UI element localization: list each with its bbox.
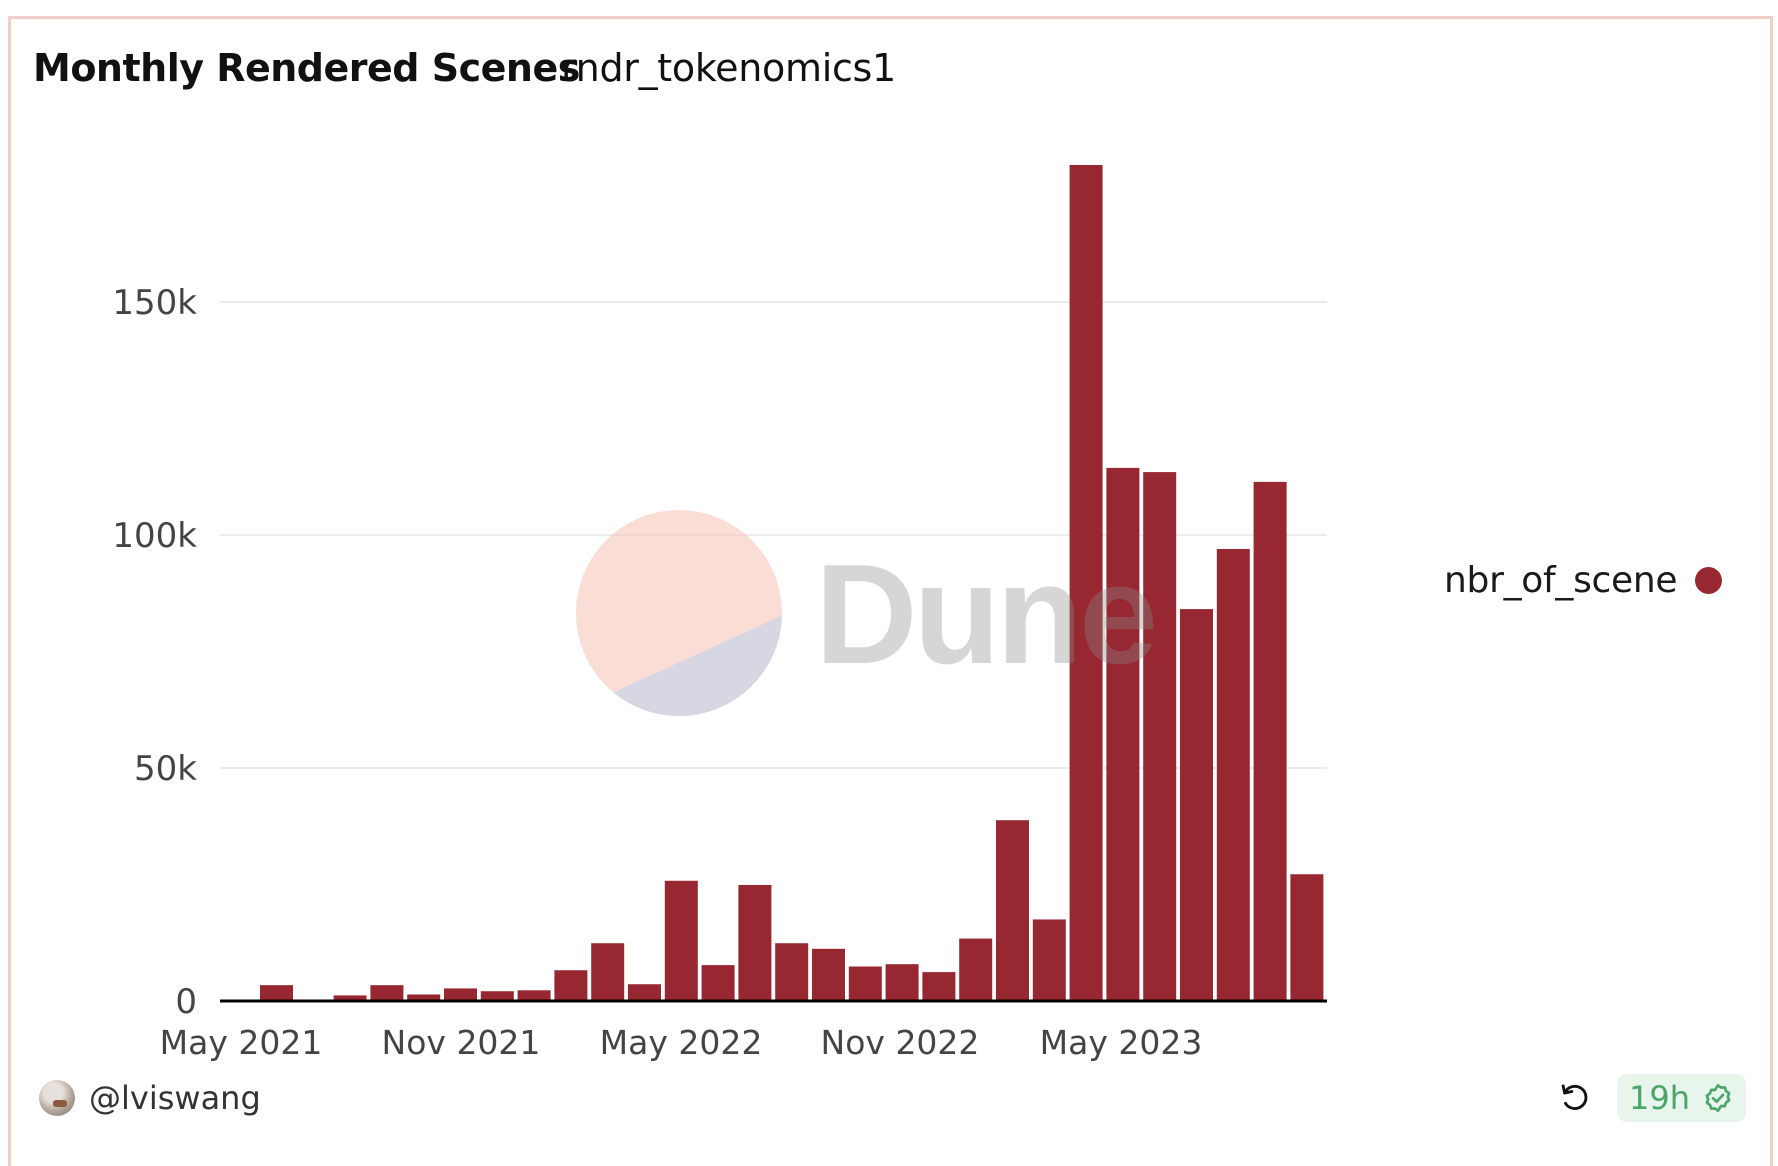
y-tick-label: 150k bbox=[112, 283, 197, 323]
refresh-button[interactable] bbox=[1556, 1078, 1594, 1116]
bar[interactable]: Jul 2023: 84100 bbox=[1180, 609, 1213, 1001]
y-tick-label: 50k bbox=[134, 749, 197, 789]
y-axis-labels: 0 50k 100k 150k bbox=[112, 283, 197, 1022]
bar[interactable]: Dec 2022: 6200 bbox=[922, 972, 956, 1001]
bar[interactable]: May 2022: 25800 bbox=[664, 880, 698, 1001]
bar[interactable]: Feb 2022: 6600 bbox=[554, 970, 588, 1001]
avatar bbox=[39, 1080, 75, 1116]
bar[interactable]: Nov 2021: 2700 bbox=[444, 988, 477, 1001]
bar[interactable]: Sep 2022: 11200 bbox=[812, 948, 845, 1001]
bar[interactable]: Mar 2022: 12400 bbox=[591, 943, 625, 1001]
bar[interactable]: Oct 2021: 1400 bbox=[407, 994, 441, 1001]
query-name[interactable]: rndr_tokenomics1 bbox=[561, 46, 896, 90]
x-tick-label: May 2023 bbox=[1040, 1023, 1203, 1062]
x-tick-label: May 2022 bbox=[600, 1023, 763, 1062]
bar[interactable]: Apr 2022: 3600 bbox=[628, 984, 661, 1001]
bar[interactable]: Jun 2021: 3400 bbox=[260, 985, 293, 1001]
bar[interactable]: Jun 2022: 7700 bbox=[701, 965, 735, 1001]
chart-legend[interactable]: nbr_of_scene bbox=[1444, 560, 1723, 601]
bar[interactable]: Jun 2023: 113500 bbox=[1143, 472, 1177, 1002]
bar[interactable]: Oct 2022: 7400 bbox=[848, 966, 882, 1001]
y-tick-label: 0 bbox=[175, 982, 197, 1022]
bar[interactable]: Oct 2023: 27200 bbox=[1290, 874, 1324, 1001]
bar[interactable]: Nov 2022: 7900 bbox=[885, 964, 919, 1001]
bar[interactable]: Dec 2021: 2100 bbox=[480, 991, 514, 1001]
freshness-text: 19h bbox=[1629, 1079, 1690, 1117]
bar[interactable]: Sep 2021: 3400 bbox=[370, 985, 404, 1001]
verified-check-icon bbox=[1705, 1084, 1731, 1112]
author[interactable]: @lviswang bbox=[39, 1079, 261, 1117]
bar[interactable]: Aug 2021: 1200 bbox=[333, 995, 367, 1001]
chart-title: Monthly Rendered Scenes bbox=[33, 46, 580, 90]
legend-color-dot bbox=[1695, 567, 1723, 594]
bar[interactable]: Aug 2022: 12400 bbox=[775, 943, 809, 1001]
y-tick-label: 100k bbox=[112, 516, 197, 556]
bar[interactable]: Jan 2022: 2300 bbox=[517, 990, 551, 1001]
bar[interactable]: Apr 2023: 179400 bbox=[1069, 164, 1103, 1002]
bars: Jun 2021: 3400Jul 2021: 300Aug 2021: 120… bbox=[260, 164, 1324, 1002]
bar[interactable]: Feb 2023: 38800 bbox=[996, 820, 1029, 1001]
bar[interactable]: Jan 2023: 13400 bbox=[959, 938, 993, 1001]
x-axis-labels: May 2021 Nov 2021 May 2022 Nov 2022 May 2023 bbox=[160, 1023, 1203, 1062]
freshness-badge[interactable]: 19h bbox=[1617, 1074, 1746, 1122]
username[interactable]: @lviswang bbox=[89, 1079, 261, 1117]
refresh-icon bbox=[1561, 1084, 1588, 1110]
bar[interactable]: Sep 2023: 111400 bbox=[1253, 481, 1287, 1002]
bar[interactable]: Mar 2023: 17500 bbox=[1032, 919, 1066, 1001]
x-tick-label: Nov 2021 bbox=[382, 1023, 541, 1062]
bar[interactable]: Aug 2023: 97000 bbox=[1216, 548, 1250, 1001]
x-tick-label: May 2021 bbox=[160, 1023, 323, 1062]
bar[interactable]: Jul 2022: 24900 bbox=[738, 884, 772, 1001]
bar[interactable]: May 2023: 114400 bbox=[1106, 467, 1140, 1001]
legend-label: nbr_of_scene bbox=[1444, 560, 1678, 601]
x-tick-label: Nov 2022 bbox=[821, 1023, 980, 1062]
